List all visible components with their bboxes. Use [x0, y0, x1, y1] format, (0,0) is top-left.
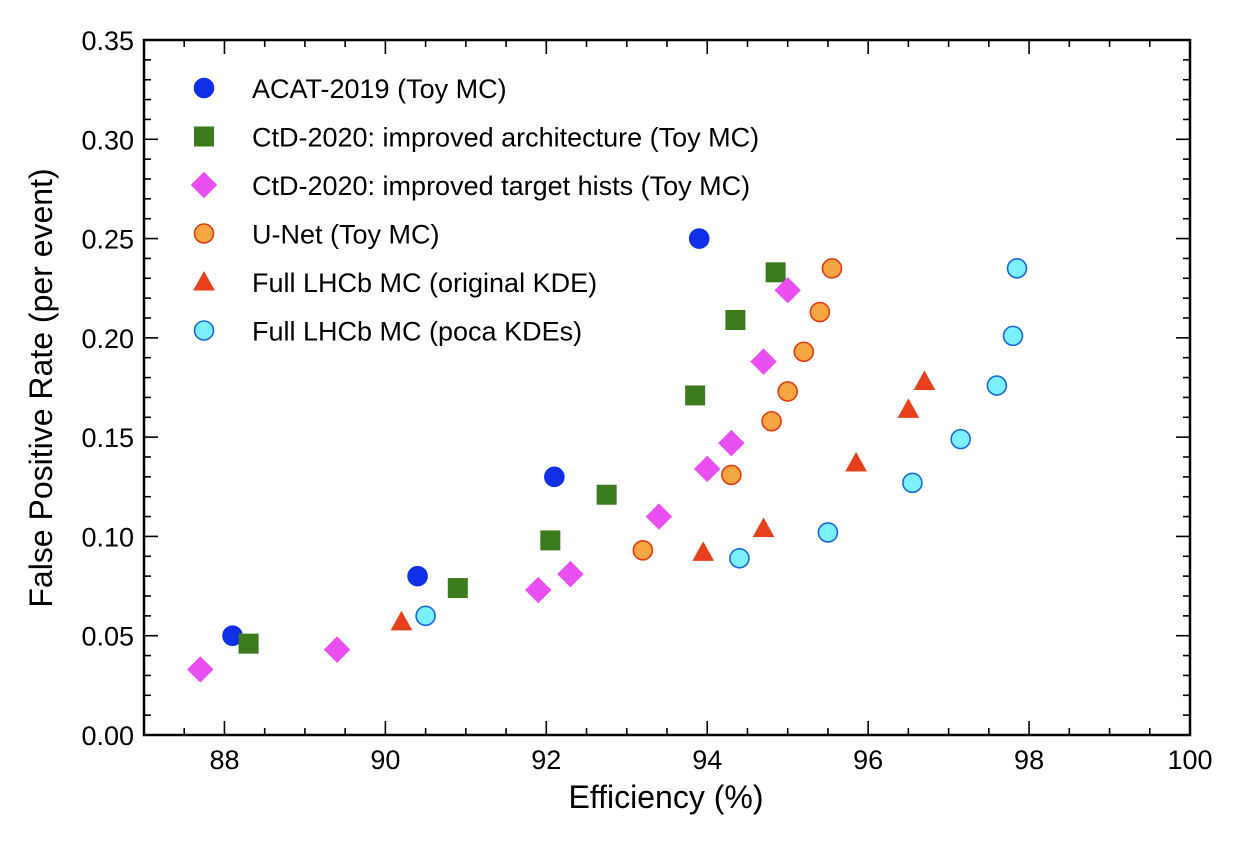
y-tick-label: 0.00 [81, 721, 134, 751]
legend-label: CtD-2020: improved target hists (Toy MC) [252, 171, 750, 201]
data-point [544, 466, 565, 488]
data-point [897, 398, 920, 418]
data-point [793, 341, 815, 363]
series-1 [238, 262, 786, 654]
data-point [809, 301, 831, 323]
legend-marker [193, 223, 215, 244]
data-point [596, 484, 617, 505]
y-tick-label: 0.35 [81, 26, 134, 56]
legend-item: CtD-2020: improved architecture (Toy MC) [194, 123, 759, 153]
legend-item: Full LHCb MC (poca KDEs) [193, 317, 582, 347]
legend-label: ACAT-2019 (Toy MC) [252, 74, 507, 104]
series-0 [222, 228, 710, 647]
data-point [721, 464, 742, 486]
legend-marker [193, 270, 215, 291]
legend-marker [194, 126, 214, 147]
x-tick-label: 96 [853, 745, 883, 775]
legend-item: U-Net (Toy MC) [193, 220, 440, 250]
x-tick-label: 94 [692, 745, 722, 775]
data-markers [187, 228, 1028, 683]
legend-item: ACAT-2019 (Toy MC) [193, 74, 507, 104]
axis-ticks [143, 39, 1191, 736]
data-point [902, 472, 923, 494]
data-point [525, 576, 552, 604]
data-point [447, 578, 468, 599]
legend-marker [190, 171, 218, 199]
data-point [557, 560, 584, 588]
data-point [694, 455, 721, 483]
data-point [750, 348, 777, 375]
tick-labels: 88 90 92 94 96 98 100 0.00 0.05 0.10 0.15 0.20 0.25 0… [81, 26, 1212, 775]
series-4 [390, 370, 936, 631]
data-point [986, 375, 1008, 396]
legend-marker [193, 320, 215, 341]
data-point [845, 451, 867, 472]
y-tick-label: 0.15 [81, 423, 134, 453]
y-tick-label: 0.30 [81, 125, 134, 155]
legend-item: CtD-2020: improved target hists (Toy MC) [190, 171, 750, 201]
data-point [415, 605, 436, 627]
y-tick-label: 0.05 [81, 622, 134, 652]
x-tick-label: 100 [1167, 745, 1212, 775]
data-point [765, 262, 786, 283]
data-point [729, 547, 750, 569]
data-point [187, 656, 214, 683]
x-axis-title: Efficiency (%) [568, 779, 763, 815]
data-point [685, 385, 706, 406]
data-point [323, 636, 351, 663]
legend-marker [193, 77, 215, 99]
data-point [540, 530, 561, 551]
data-point [817, 522, 839, 543]
data-point [950, 428, 971, 450]
data-point [688, 228, 710, 249]
x-tick-label: 90 [370, 745, 400, 775]
series-5 [415, 258, 1028, 627]
data-point [821, 258, 843, 279]
y-tick-label: 0.25 [81, 225, 134, 255]
y-tick-label: 0.10 [81, 522, 134, 552]
x-tick-label: 92 [531, 745, 561, 775]
y-tick-label: 0.20 [81, 324, 134, 354]
data-point [718, 429, 745, 457]
legend-label: CtD-2020: improved architecture (Toy MC) [252, 123, 759, 153]
data-point [390, 610, 413, 631]
data-point [725, 309, 746, 330]
data-point [752, 517, 775, 537]
data-point [777, 381, 798, 402]
legend-item: Full LHCb MC (original KDE) [193, 268, 597, 298]
data-point [774, 276, 801, 304]
legend: ACAT-2019 (Toy MC) CtD-2020: improved arc… [190, 74, 759, 347]
data-point [407, 565, 428, 587]
data-point [761, 410, 782, 432]
legend-label: Full LHCb MC (poca KDEs) [252, 317, 582, 347]
x-tick-label: 98 [1014, 745, 1044, 775]
legend-label: U-Net (Toy MC) [252, 220, 440, 250]
data-point [692, 541, 715, 561]
legend-label: Full LHCb MC (original KDE) [252, 268, 597, 298]
y-axis-title: False Positive Rate (per event) [23, 168, 59, 607]
series-2 [187, 276, 801, 683]
data-point [238, 633, 259, 654]
series-3 [632, 258, 843, 561]
data-point [632, 540, 654, 561]
data-point [645, 503, 673, 530]
data-point [913, 370, 936, 391]
data-point [1002, 325, 1024, 347]
x-tick-label: 88 [209, 745, 239, 775]
data-point [1006, 258, 1028, 279]
